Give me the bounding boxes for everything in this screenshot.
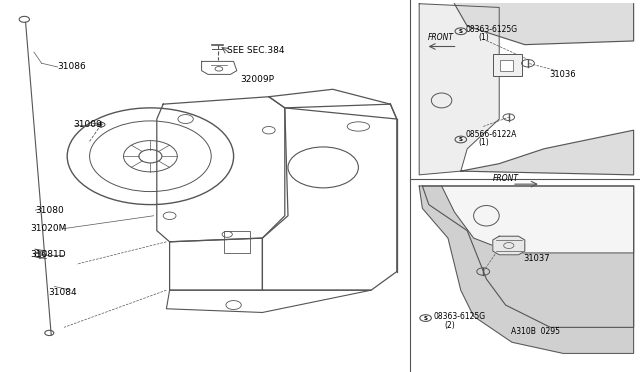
Text: 08363-6125G: 08363-6125G — [466, 25, 518, 33]
Text: 31080: 31080 — [35, 206, 64, 215]
Text: FRONT: FRONT — [428, 33, 454, 42]
Polygon shape — [442, 186, 634, 253]
Bar — [493, 54, 522, 76]
Polygon shape — [493, 236, 525, 255]
Text: 31009: 31009 — [74, 120, 102, 129]
Text: S: S — [424, 315, 428, 321]
Bar — [224, 231, 250, 253]
Polygon shape — [461, 130, 634, 175]
Text: 31081D: 31081D — [31, 250, 67, 259]
Text: (1): (1) — [479, 138, 490, 147]
Text: S: S — [458, 137, 463, 142]
Text: S: S — [458, 29, 463, 34]
Text: 32009P: 32009P — [240, 76, 274, 84]
Text: 31036: 31036 — [549, 70, 576, 79]
Polygon shape — [419, 4, 499, 175]
Text: FRONT: FRONT — [493, 174, 519, 183]
Text: (2): (2) — [445, 321, 456, 330]
Text: 31084: 31084 — [48, 288, 77, 296]
Text: 08566-6122A: 08566-6122A — [466, 130, 517, 139]
Text: 08363-6125G: 08363-6125G — [434, 312, 486, 321]
Text: SEE SEC.384: SEE SEC.384 — [227, 46, 285, 55]
Polygon shape — [454, 4, 634, 45]
Bar — [500, 60, 513, 71]
Text: 31086: 31086 — [58, 62, 86, 71]
Text: 31020M: 31020M — [31, 224, 67, 233]
Text: 31037: 31037 — [524, 254, 550, 263]
Text: (1): (1) — [479, 33, 490, 42]
Polygon shape — [422, 186, 634, 327]
Polygon shape — [419, 186, 634, 353]
Text: A310B  0295: A310B 0295 — [511, 327, 560, 336]
